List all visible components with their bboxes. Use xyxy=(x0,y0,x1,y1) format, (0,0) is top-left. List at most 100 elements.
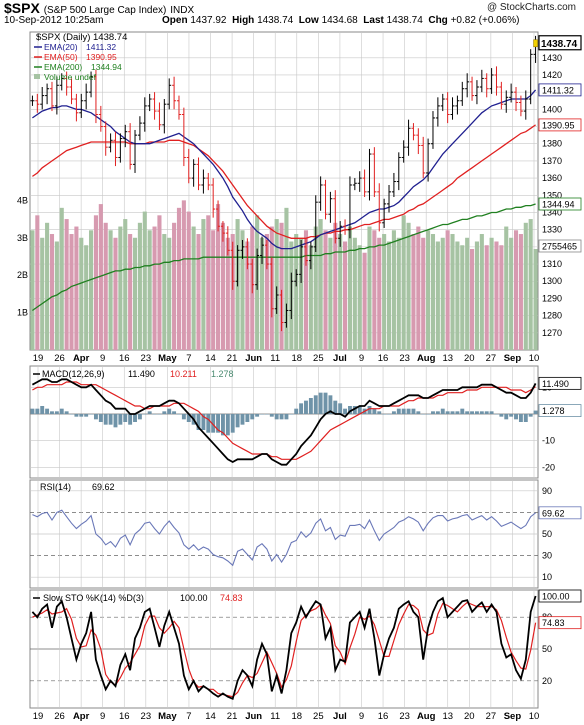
macd-histogram-bar xyxy=(382,414,387,415)
macd-histogram-bar xyxy=(289,414,294,415)
volume-bar xyxy=(108,230,113,350)
macd-histogram-bar xyxy=(431,411,435,414)
x-axis-tick-label: 20 xyxy=(464,711,475,722)
macd-signal-line xyxy=(32,381,536,460)
macd-histogram-bar xyxy=(89,414,94,415)
volume-bar xyxy=(172,222,177,350)
sto-d-tag-box xyxy=(538,616,582,630)
x-axis-tick-label: 18 xyxy=(291,711,302,722)
volume-bar xyxy=(196,234,201,350)
x-axis-tick-label: 27 xyxy=(486,711,497,722)
x-axis-tick-label: 9 xyxy=(359,353,364,364)
volume-bar xyxy=(494,241,499,350)
macd-histogram-bar xyxy=(216,414,221,433)
price-axis-tick: 1400 xyxy=(542,104,562,114)
x-axis-tick-label: 16 xyxy=(119,711,130,722)
volume-bar xyxy=(518,234,523,350)
volume-bar xyxy=(396,237,401,350)
volume-bar xyxy=(528,219,533,350)
macd-signal-value: 10.211 xyxy=(170,369,197,379)
volume-bar xyxy=(259,237,265,350)
price-axis-tick: 1270 xyxy=(542,328,562,338)
macd-histogram-bar xyxy=(64,411,69,414)
x-axis-tick-label: 26 xyxy=(54,711,65,722)
volume-bar xyxy=(274,219,279,350)
ema200-price-tag-box xyxy=(538,197,582,211)
volume-axis-tick: 3B xyxy=(17,233,28,243)
x-axis-tick-label: Aug xyxy=(417,353,436,364)
macd-histogram-bar xyxy=(54,411,59,414)
x-axis-tick-label: 27 xyxy=(486,353,497,364)
macd-histogram-bar xyxy=(274,414,279,420)
rsi-axis-tick: 30 xyxy=(542,551,552,561)
macd-histogram-bar xyxy=(206,414,211,433)
macd-hist-tag-box xyxy=(538,404,582,417)
x-axis-tick-label: 13 xyxy=(442,711,453,722)
price-axis-tick: 1280 xyxy=(542,311,562,321)
price-axis-tick: 1290 xyxy=(542,293,562,303)
volume-legend-name: Volume undef xyxy=(44,72,97,82)
ema200-legend-name: EMA(200) xyxy=(44,62,82,72)
x-axis-tick-label: 16 xyxy=(119,353,130,364)
macd-histogram-bar xyxy=(333,400,338,414)
macd-histogram-bar xyxy=(123,414,128,422)
x-axis-tick-label: Apr xyxy=(73,711,90,722)
volume-bar xyxy=(333,222,338,350)
last-price-marker xyxy=(533,39,538,48)
volume-bar xyxy=(411,234,416,350)
macd-histogram-bar xyxy=(304,400,308,414)
volume-bar xyxy=(216,204,221,350)
volume-bar xyxy=(93,215,98,350)
quote-line: Open 1437.92 High 1438.74 Low 1434.68 La… xyxy=(162,15,520,26)
x-axis-tick-label: 9 xyxy=(100,353,105,364)
rsi-tag-box xyxy=(538,506,582,520)
high-label: High xyxy=(232,15,255,26)
volume-tag-box xyxy=(538,239,582,253)
volume-bar xyxy=(323,230,328,350)
volume-bar xyxy=(294,234,299,350)
sto-legend: Slow STO %K(14) %D(3) 100.00 74.83 xyxy=(33,593,243,603)
volume-bar xyxy=(181,200,186,350)
x-axis-tick-label: 19 xyxy=(33,353,44,364)
macd-histogram-bar xyxy=(240,414,245,425)
volume-bar xyxy=(137,222,142,350)
macd-histogram-bar xyxy=(211,414,216,433)
rsi-value: 69.62 xyxy=(92,482,115,492)
macd-histogram-bar xyxy=(147,411,152,414)
macd-histogram-bar xyxy=(167,408,172,414)
sto-k-tag: 100.00 xyxy=(542,592,570,602)
rsi-axis-tick: 10 xyxy=(542,572,552,582)
volume-bar xyxy=(211,230,216,350)
price-axis-tick: 1300 xyxy=(542,276,562,286)
macd-histogram-bar xyxy=(391,411,396,414)
volume-axis-tick: 2B xyxy=(17,270,28,280)
volume-bar xyxy=(367,226,372,350)
x-axis-tick-label: 16 xyxy=(378,353,389,364)
open-value: 1437.92 xyxy=(190,15,227,26)
macd-histogram-bar xyxy=(108,414,113,425)
macd-histogram-bar xyxy=(69,414,74,415)
volume-bar xyxy=(147,230,152,350)
sto-k-tag-box xyxy=(538,589,582,603)
exchange-label: INDX xyxy=(170,5,195,16)
macd-histogram-bar xyxy=(84,414,89,417)
volume-bar xyxy=(430,234,436,350)
macd-histogram-bar xyxy=(45,408,50,414)
macd-histogram-bar xyxy=(421,414,426,415)
volume-bar xyxy=(220,222,225,350)
price-axis-tick: 1330 xyxy=(542,225,562,235)
volume-bar xyxy=(391,230,396,350)
volume-bar xyxy=(533,248,538,350)
x-axis-tick-label: Apr xyxy=(73,353,90,364)
x-axis-tick-label: 7 xyxy=(186,353,191,364)
volume-bar xyxy=(484,245,489,350)
volume-bar xyxy=(84,245,89,350)
symbol-title: $SPX xyxy=(4,0,40,16)
x-axis-tick-label: 23 xyxy=(399,711,410,722)
macd-histogram-bar xyxy=(523,414,528,422)
volume-tag: 2755465 xyxy=(542,241,577,251)
ema20-line xyxy=(32,89,537,250)
volume-bar xyxy=(445,230,450,350)
volume-bar xyxy=(509,237,514,350)
